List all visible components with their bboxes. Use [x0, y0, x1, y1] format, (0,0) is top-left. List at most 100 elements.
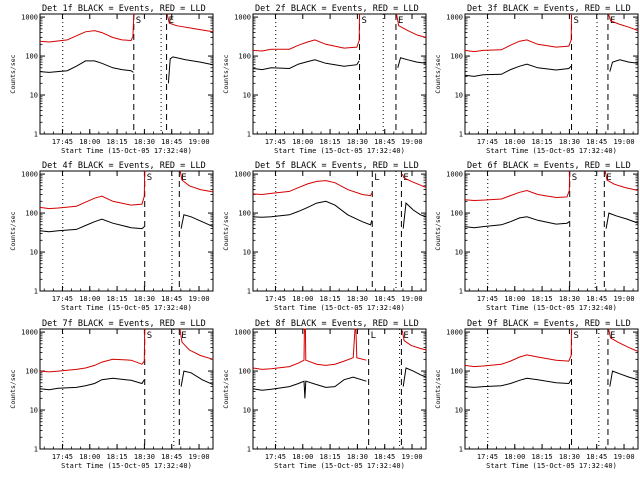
x-tick-label: 18:30	[134, 453, 155, 461]
x-tick-label: 17:45	[52, 295, 73, 303]
y-tick-label: 1000	[21, 14, 38, 22]
series-events-line	[464, 216, 570, 229]
series-lld-line	[179, 328, 214, 360]
x-tick-label: 18:15	[107, 138, 128, 146]
marker-label: E	[403, 331, 408, 341]
x-tick-label: 19:00	[401, 295, 422, 303]
y-tick-label: 10	[30, 407, 38, 415]
x-tick-label: 19:00	[613, 138, 634, 146]
x-tick-label: 18:45	[586, 138, 607, 146]
series-lld-line	[608, 328, 639, 352]
series-lld-line	[39, 170, 146, 210]
series-events-line	[609, 59, 639, 72]
x-axis-label: Start Time (15-Oct-05 17:32:40)	[486, 304, 617, 312]
panel-det-6f: Det 6f BLACK = Events, RED = LLD 1 10 100 10…	[434, 161, 639, 312]
y-tick-label: 1000	[446, 171, 463, 179]
x-axis-label: Start Time (15-Oct-05 17:32:40)	[486, 147, 617, 155]
y-tick-label: 100	[25, 210, 38, 218]
series-lld-line	[252, 328, 367, 370]
panel-det-3f: Det 3f BLACK = Events, RED = LLD 1 10 100 10…	[434, 4, 639, 155]
x-tick-label: 18:15	[532, 138, 553, 146]
y-tick-label: 10	[243, 92, 251, 100]
series-events-line	[464, 63, 572, 77]
series-events-line	[252, 59, 360, 71]
y-tick-label: 1	[34, 288, 38, 296]
series-events-line	[180, 214, 214, 229]
y-axis-label: Counts/sec	[9, 211, 17, 250]
marker-label: S	[147, 331, 152, 341]
y-tick-label: 100	[238, 210, 251, 218]
x-axis-label: Start Time (15-Oct-05 17:32:40)	[274, 147, 405, 155]
panel-title: Det 4f BLACK = Events, RED = LLD	[42, 161, 206, 171]
x-tick-label: 18:30	[559, 295, 580, 303]
x-tick-label: 18:00	[292, 453, 313, 461]
panel-title: Det 2f BLACK = Events, RED = LLD	[255, 4, 419, 14]
x-tick-label: 18:30	[559, 453, 580, 461]
x-tick-label: 18:30	[347, 138, 368, 146]
x-tick-label: 18:45	[374, 138, 395, 146]
y-axis-label: Counts/sec	[434, 211, 442, 250]
x-tick-label: 19:00	[401, 453, 422, 461]
series-events-line	[39, 377, 145, 391]
x-tick-label: 18:30	[134, 138, 155, 146]
x-tick-label: 18:30	[559, 138, 580, 146]
x-tick-label: 17:45	[477, 138, 498, 146]
x-tick-label: 18:30	[134, 295, 155, 303]
series-lld-line	[166, 13, 214, 33]
marker-label: E	[169, 16, 174, 26]
x-tick-label: 17:45	[477, 295, 498, 303]
y-tick-label: 1	[459, 131, 463, 139]
series-events-line	[252, 376, 367, 399]
x-tick-label: 19:00	[613, 453, 634, 461]
series-events-line	[39, 60, 134, 73]
y-axis-label: Counts/sec	[9, 54, 17, 93]
y-tick-label: 1000	[234, 14, 251, 22]
y-tick-label: 100	[238, 368, 251, 376]
x-tick-label: 17:45	[477, 453, 498, 461]
series-lld-line	[464, 13, 572, 53]
x-tick-label: 18:15	[532, 295, 553, 303]
y-axis-label: Counts/sec	[222, 369, 230, 408]
y-tick-label: 1000	[21, 171, 38, 179]
marker-label: E	[610, 331, 615, 341]
x-tick-label: 18:15	[107, 295, 128, 303]
marker-label: S	[136, 16, 141, 26]
y-tick-label: 1	[247, 131, 251, 139]
marker-label: L	[371, 331, 376, 341]
y-tick-label: 10	[243, 407, 251, 415]
y-axis-label: Counts/sec	[434, 369, 442, 408]
y-axis-label: Counts/sec	[434, 54, 442, 93]
x-tick-label: 17:45	[52, 138, 73, 146]
x-tick-label: 17:45	[265, 138, 286, 146]
x-tick-label: 18:30	[347, 453, 368, 461]
y-tick-label: 1	[459, 288, 463, 296]
x-tick-label: 18:30	[347, 295, 368, 303]
x-tick-label: 19:00	[401, 138, 422, 146]
y-tick-label: 1	[34, 446, 38, 454]
x-axis-label: Start Time (15-Oct-05 17:32:40)	[486, 462, 617, 470]
series-lld-line	[401, 330, 427, 351]
series-lld-line	[464, 328, 572, 368]
x-tick-label: 18:00	[504, 295, 525, 303]
x-tick-label: 18:15	[320, 138, 341, 146]
plot-frame	[39, 13, 214, 135]
y-axis-label: Counts/sec	[222, 211, 230, 250]
panel-title: Det 3f BLACK = Events, RED = LLD	[467, 4, 631, 14]
x-tick-label: 18:00	[504, 453, 525, 461]
x-tick-label: 17:45	[265, 295, 286, 303]
panel-det-4f: Det 4f BLACK = Events, RED = LLD 1 10 100 10…	[9, 161, 214, 312]
series-events-line	[609, 370, 639, 387]
panel-det-1f: Det 1f BLACK = Events, RED = LLD 1 10 100 10…	[9, 4, 214, 155]
series-lld-line	[464, 170, 571, 202]
series-lld-line	[401, 173, 427, 189]
series-lld-line	[608, 13, 639, 32]
panel-det-8f: Det 8f BLACK = Events, RED = LLD 1 10 100 10…	[222, 319, 427, 470]
plot-frame	[464, 328, 639, 450]
y-tick-label: 100	[450, 368, 463, 376]
y-tick-label: 1000	[446, 14, 463, 22]
series-lld-line	[39, 13, 135, 43]
panel-det-9f: Det 9f BLACK = Events, RED = LLD 1 10 100 10…	[434, 319, 639, 470]
x-axis-label: Start Time (15-Oct-05 17:32:40)	[61, 462, 192, 470]
x-tick-label: 18:15	[320, 295, 341, 303]
